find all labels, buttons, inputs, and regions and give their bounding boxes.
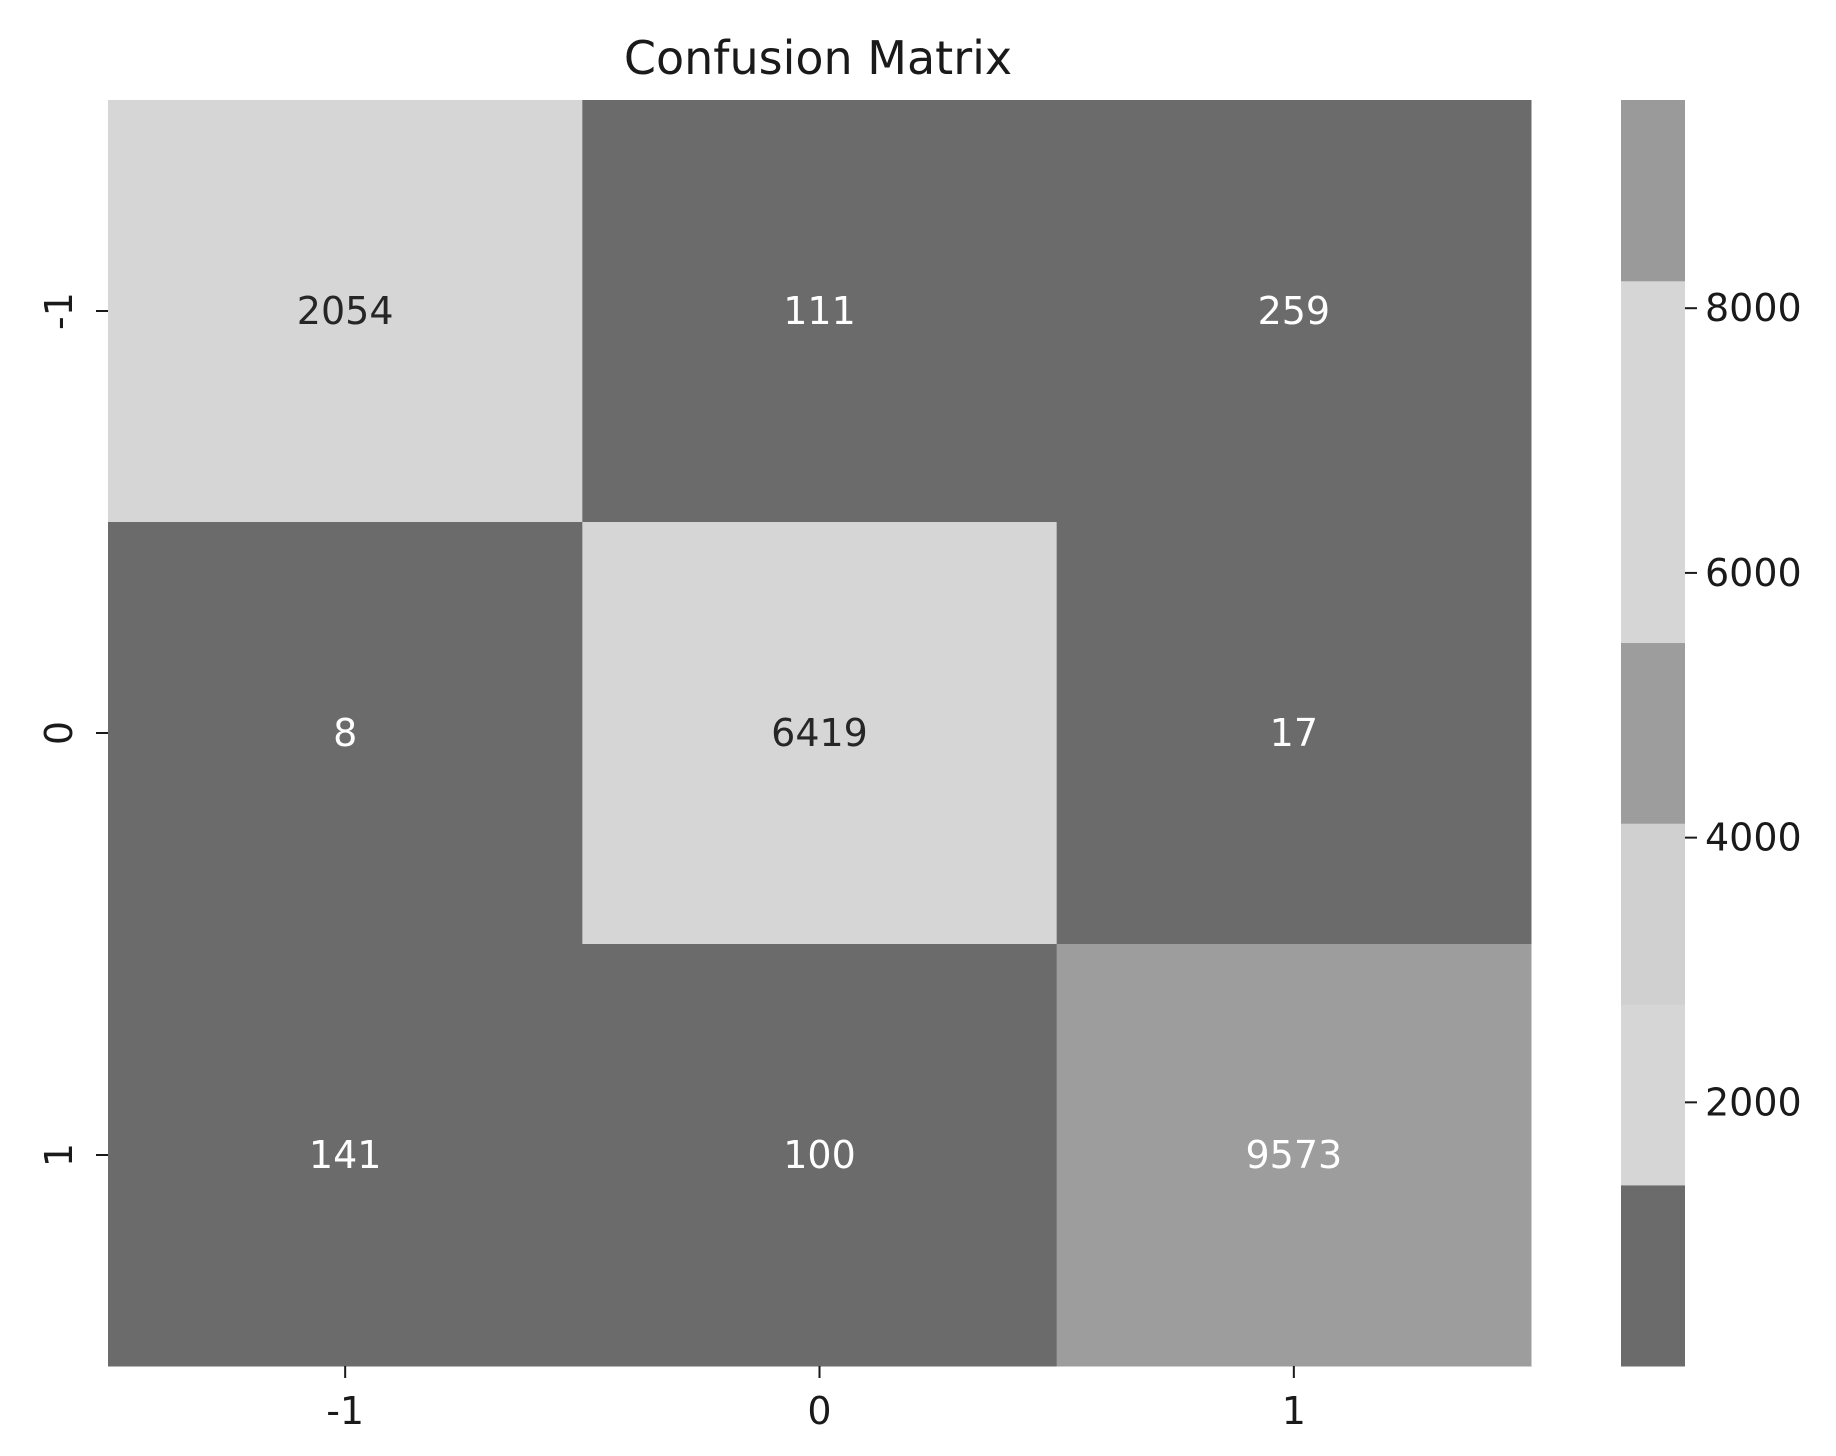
- heatmap-cell: [108, 100, 583, 523]
- colorbar: 2000 4000 6000 8000: [1621, 100, 1802, 1367]
- x-tick-label: -1: [326, 1389, 364, 1433]
- cell-value-label: 111: [783, 289, 856, 333]
- colorbar-tick-label: 6000: [1705, 551, 1802, 595]
- cell-value-label: 8: [333, 711, 357, 755]
- x-axis: -1 0 1: [326, 1366, 1306, 1433]
- cell-value-label: 9573: [1245, 1133, 1342, 1177]
- heatmap-cell: [1056, 944, 1532, 1367]
- colorbar-band: [1621, 642, 1685, 824]
- x-tick-label: 1: [1282, 1389, 1306, 1433]
- colorbar-tick-label: 4000: [1705, 816, 1802, 860]
- colorbar-band: [1621, 280, 1685, 644]
- y-axis: -1 0 1: [37, 292, 108, 1167]
- cell-value-label: 17: [1270, 711, 1318, 755]
- y-tick-label: -1: [37, 292, 81, 330]
- colorbar-tick-label: 8000: [1705, 286, 1802, 330]
- heatmap-cell: [108, 522, 583, 945]
- heatmap-cell: [108, 944, 583, 1367]
- heatmap-cell: [582, 944, 1058, 1367]
- heatmap-cell: [1056, 100, 1532, 523]
- heatmap-cell: [582, 100, 1058, 523]
- chart-title: Confusion Matrix: [624, 31, 1012, 85]
- colorbar-band: [1621, 823, 1685, 1005]
- x-tick-label: 0: [807, 1389, 831, 1433]
- colorbar-band: [1621, 1184, 1685, 1367]
- colorbar-band: [1621, 100, 1685, 282]
- colorbar-tick-label: 2000: [1705, 1080, 1802, 1124]
- heatmap-cells: 2054 111 259 8 6419 17 141 100 9573: [108, 100, 1532, 1367]
- y-tick-label: 0: [37, 721, 81, 745]
- heatmap-cell: [1056, 522, 1532, 945]
- cell-value-label: 2054: [297, 289, 394, 333]
- cell-value-label: 141: [309, 1133, 382, 1177]
- y-tick-label: 1: [37, 1143, 81, 1167]
- cell-value-label: 100: [783, 1133, 856, 1177]
- colorbar-band: [1621, 1004, 1685, 1186]
- heatmap-cell: [582, 522, 1058, 945]
- cell-value-label: 259: [1258, 289, 1331, 333]
- cell-value-label: 6419: [771, 711, 868, 755]
